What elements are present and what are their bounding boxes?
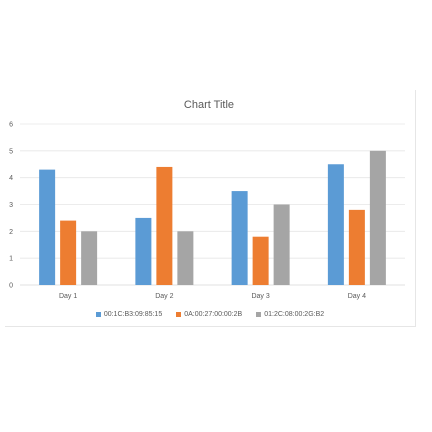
bar	[39, 169, 56, 285]
bar	[369, 150, 386, 285]
legend-swatch	[256, 312, 262, 317]
legend-swatch	[95, 312, 101, 317]
gridlines	[20, 123, 405, 286]
legend-item: 01:2C:08:00:2G:B2	[256, 311, 324, 318]
chart-title: Chart Title	[184, 99, 234, 111]
bar	[273, 204, 290, 285]
legend-label: 0A:00:27:00:00:2B	[184, 311, 243, 318]
legend-label: 00:1C:B3:09:85:15	[103, 311, 163, 318]
legend: 00:1C:B3:09:85:15 0A:00:27:00:00:2B 01:2C:…	[0, 311, 420, 318]
y-tick-label: 1	[9, 256, 13, 263]
y-tick-label: 0	[9, 283, 13, 290]
y-axis-ticks: 0 1 2 3 4 5 6	[9, 122, 13, 290]
bar	[252, 236, 269, 285]
bar	[231, 191, 248, 285]
bar	[327, 164, 344, 285]
bar	[177, 231, 194, 285]
bar	[81, 231, 98, 285]
x-tick-label: Day 2	[155, 293, 173, 300]
x-tick-label: Day 4	[348, 293, 366, 300]
y-tick-label: 5	[9, 148, 13, 155]
chart-frame	[5, 90, 416, 327]
x-tick-label: Day 3	[251, 293, 269, 300]
legend-item: 00:1C:B3:09:85:15	[95, 311, 163, 318]
legend-label: 01:2C:08:00:2G:B2	[264, 311, 325, 318]
y-tick-label: 6	[9, 122, 13, 129]
y-tick-label: 4	[9, 175, 13, 182]
legend-item: 0A:00:27:00:00:2B	[176, 311, 242, 318]
x-axis-ticks: Day 1 Day 2 Day 3 Day 4	[59, 293, 366, 300]
bars	[39, 150, 386, 285]
bar	[135, 217, 152, 285]
y-tick-label: 2	[9, 229, 13, 236]
bar	[60, 220, 77, 285]
bar	[156, 166, 173, 285]
bar	[348, 209, 365, 285]
y-tick-label: 3	[9, 202, 13, 209]
x-tick-label: Day 1	[59, 293, 77, 300]
legend-swatch	[176, 312, 182, 317]
